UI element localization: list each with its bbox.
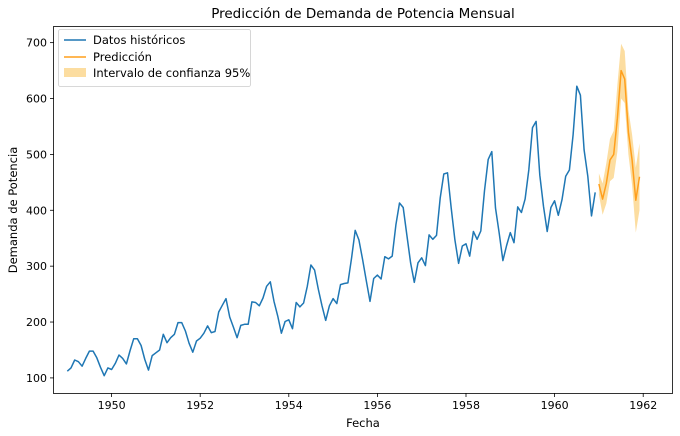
legend-historical-label: Datos históricos [93,33,185,47]
y-tick-label: 300 [26,260,47,273]
confidence-interval-band [598,43,640,233]
legend-confidence-label: Intervalo de confianza 95% [93,66,250,80]
historical-series-line [66,85,596,377]
y-axis-ticks: 100 200 300 400 500 600 700 [26,37,54,385]
legend-box [58,29,251,87]
forecast-series-line [598,69,641,201]
y-tick-label: 600 [26,93,47,106]
legend-forecast-label: Predicción [93,50,152,64]
x-axis-ticks: 1950 1952 1954 1956 1958 1960 1962 [98,393,657,412]
y-tick-label: 500 [26,148,47,161]
x-tick-label: 1950 [98,399,126,412]
y-tick-label: 200 [26,316,47,329]
x-tick-label: 1960 [541,399,569,412]
y-tick-label: 700 [26,37,47,50]
x-axis-label: Fecha [346,416,380,430]
x-tick-label: 1956 [363,399,391,412]
legend: Datos históricos Predicción Intervalo de… [58,29,251,87]
x-tick-label: 1952 [186,399,214,412]
chart-title: Predicción de Demanda de Potencia Mensua… [211,6,515,22]
y-tick-label: 100 [26,372,47,385]
y-tick-label: 400 [26,204,47,217]
y-axis-label: Demanda de Potencia [6,147,20,274]
plot-area [66,43,641,377]
x-tick-label: 1954 [275,399,303,412]
x-tick-label: 1962 [629,399,657,412]
legend-confidence-swatch [64,68,86,77]
x-tick-label: 1958 [452,399,480,412]
